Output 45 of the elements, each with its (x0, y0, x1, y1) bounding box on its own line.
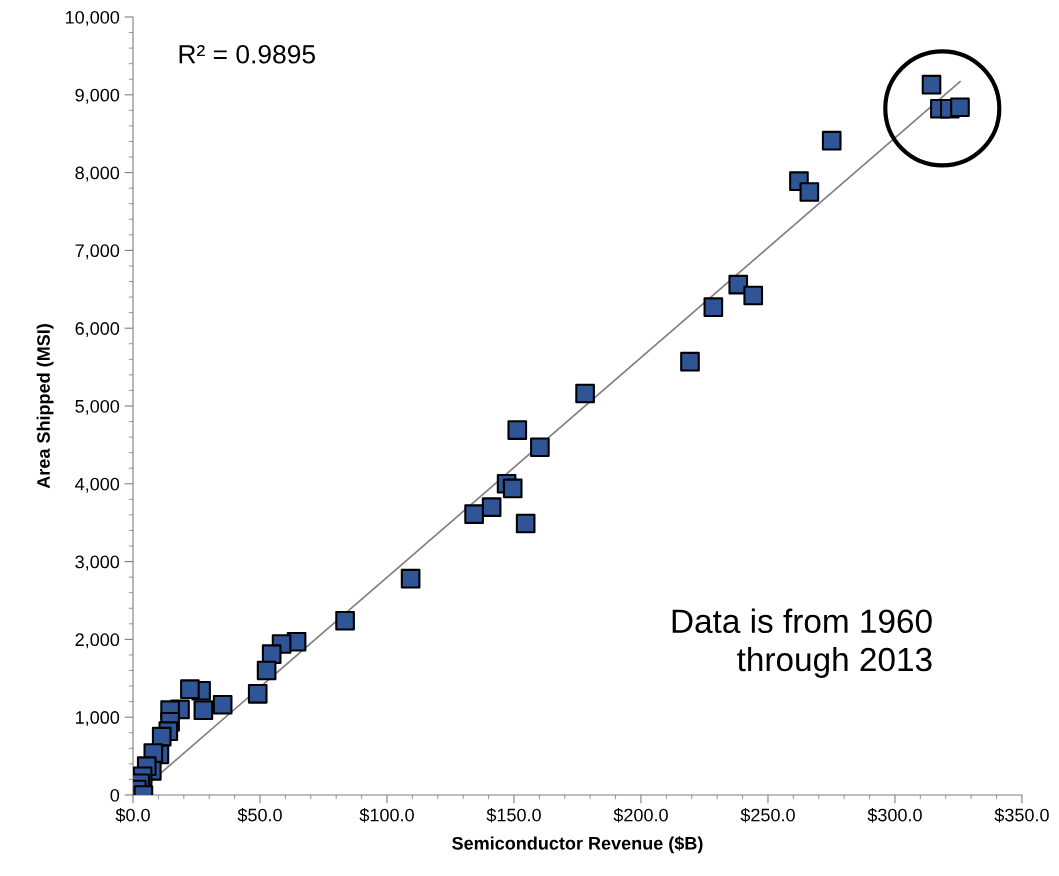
point (193, 700, 214, 720)
point (261, 644, 282, 664)
x-tick-label: $50.0 (237, 807, 282, 823)
y-tick-label: 5,000 (75, 399, 120, 415)
x-tick-label: $150.0 (486, 807, 541, 823)
point (515, 513, 536, 534)
point (212, 694, 233, 715)
point (180, 679, 200, 699)
annotation: Data is from 1960 through 2013 (672, 608, 932, 678)
x-tick-label: $350.0 (994, 807, 1049, 823)
y-tick-label: 9,000 (75, 88, 120, 104)
y-axis-title: Area Shipped (MSI) (36, 324, 54, 489)
point (680, 351, 700, 372)
point (821, 130, 842, 151)
y-tick-label: 0 (110, 788, 120, 802)
point (247, 684, 268, 704)
point (335, 610, 355, 631)
y-tick-label: 6,000 (75, 322, 120, 338)
y-tick-label: 7,000 (75, 244, 120, 260)
point (507, 420, 528, 440)
point (799, 182, 820, 202)
point (502, 478, 523, 499)
x-tick-label: $250.0 (740, 807, 795, 823)
point (400, 568, 421, 589)
point (743, 285, 764, 306)
point (575, 383, 595, 404)
x-tick-label: $100.0 (359, 807, 414, 823)
point (703, 297, 724, 317)
y-tick-label: 8,000 (75, 166, 120, 182)
y-tick-label: 10,000 (65, 10, 120, 26)
x-axis-title: Semiconductor Revenue ($B) (452, 836, 703, 854)
x-tick-label: $300.0 (867, 807, 922, 823)
y-tick-label: 1,000 (76, 711, 120, 727)
y-tick-label: 2,000 (75, 633, 120, 649)
annotation: R² = 0.9895 (179, 44, 315, 64)
x-tick-label: $200.0 (613, 807, 668, 823)
x-tick-label: $0.0 (115, 807, 150, 823)
point (481, 497, 502, 517)
y-tick-label: 3,000 (75, 555, 120, 571)
point (950, 97, 970, 118)
y-tick-label: 4,000 (75, 477, 120, 493)
point (256, 660, 277, 681)
point (464, 504, 484, 524)
point (530, 437, 550, 458)
point (921, 74, 942, 95)
